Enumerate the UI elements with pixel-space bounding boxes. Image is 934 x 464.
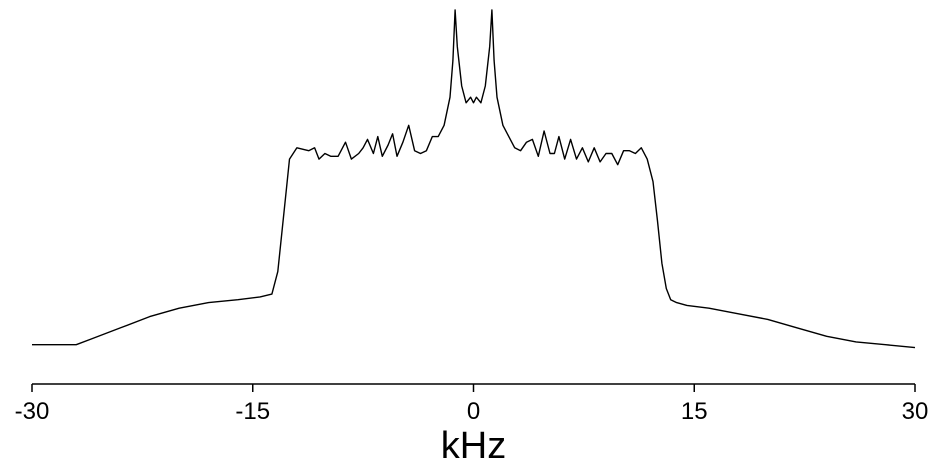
- x-tick-label: 0: [467, 398, 480, 425]
- plot-area: [32, 9, 916, 349]
- x-tick-label: -15: [235, 398, 270, 425]
- x-tick-label: -30: [15, 398, 50, 425]
- spectrum-line: [32, 9, 916, 349]
- x-tick-label: 15: [681, 398, 708, 425]
- x-tick-label: 30: [902, 398, 929, 425]
- x-axis-ticks: -30 -15 0 15 30: [15, 384, 929, 425]
- x-axis-title: kHz: [441, 425, 506, 464]
